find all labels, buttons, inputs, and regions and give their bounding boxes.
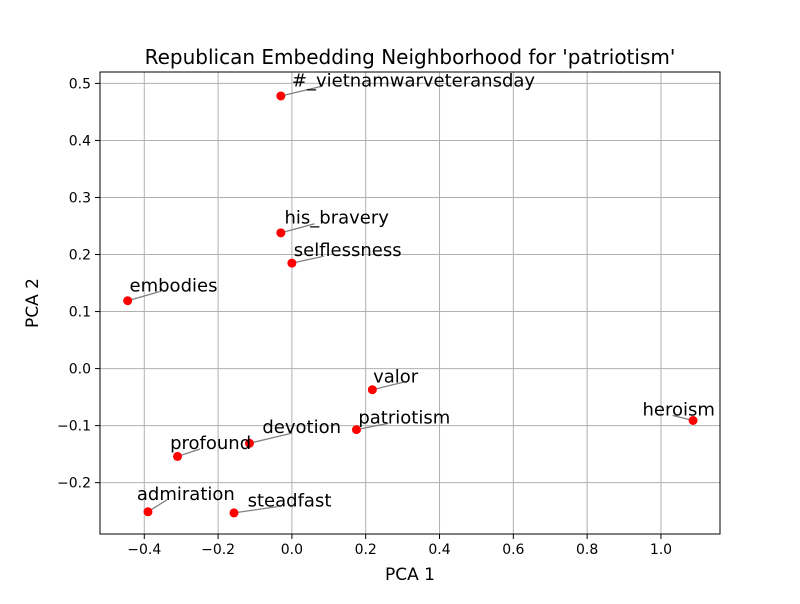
data-point	[173, 451, 182, 461]
axis-ticks: −0.4 −0.2 0.0 0.2 0.4 0.6 0.8 1.0 −0.2 −0.1 0.0 0.1…	[57, 76, 672, 558]
plot-frame	[99, 71, 721, 535]
point-label: his_bravery	[285, 208, 390, 229]
point-label: admiration	[137, 484, 235, 505]
data-point	[367, 385, 377, 395]
data-point	[229, 508, 239, 518]
x-axis-label: PCA 1	[385, 565, 435, 585]
y-tick-label: 0.1	[69, 305, 91, 321]
point-labels: #_vietnamwarveteransday his_braveryselfle…	[130, 70, 715, 511]
grid	[100, 72, 720, 534]
leader-line	[233, 505, 278, 514]
data-point	[688, 415, 698, 425]
point-label: profound	[170, 433, 251, 454]
data-point	[244, 438, 254, 448]
point-label: devotion	[262, 417, 341, 438]
x-tick-label: 0.4	[428, 542, 450, 558]
x-tick-label: 0.2	[355, 542, 377, 558]
data-point	[276, 228, 286, 238]
point-label: heroism	[643, 399, 715, 420]
y-tick-label: 0.4	[69, 133, 91, 149]
leader-line	[372, 381, 404, 391]
x-tick-label: 0.6	[502, 542, 524, 558]
data-point	[276, 91, 286, 101]
data-point	[143, 507, 153, 517]
point-label: #_vietnamwarveteransday	[292, 70, 536, 91]
y-tick-label: 0.3	[69, 190, 91, 206]
x-tick-label: −0.4	[127, 542, 161, 558]
y-axis-label: PCA 2	[23, 278, 43, 328]
leader-line	[291, 255, 324, 264]
point-label: embodies	[130, 276, 218, 297]
point-label: steadfast	[248, 491, 332, 512]
y-tick-label: −0.2	[57, 476, 91, 492]
x-tick-label: 0.0	[281, 542, 303, 558]
chart-title: Republican Embedding Neighborhood for 'p…	[145, 45, 676, 69]
point-label: valor	[373, 366, 419, 387]
y-tick-label: 0.0	[69, 362, 91, 378]
data-point	[287, 258, 297, 268]
y-tick-label: 0.5	[69, 76, 91, 92]
leader-line	[356, 422, 389, 431]
x-tick-label: −0.2	[201, 542, 235, 558]
leader-line	[280, 223, 315, 234]
data-point	[351, 425, 361, 435]
x-tick-label: 0.8	[576, 542, 598, 558]
point-label: selflessness	[294, 240, 402, 261]
point-label: patriotism	[358, 407, 450, 428]
x-tick-label: 1.0	[650, 542, 672, 558]
leader-line	[127, 290, 160, 302]
data-points	[123, 91, 698, 518]
y-tick-label: 0.2	[69, 248, 91, 264]
y-tick-label: −0.1	[57, 419, 91, 435]
data-point	[123, 296, 133, 306]
leader-line	[280, 85, 323, 97]
leader-line	[249, 432, 293, 444]
